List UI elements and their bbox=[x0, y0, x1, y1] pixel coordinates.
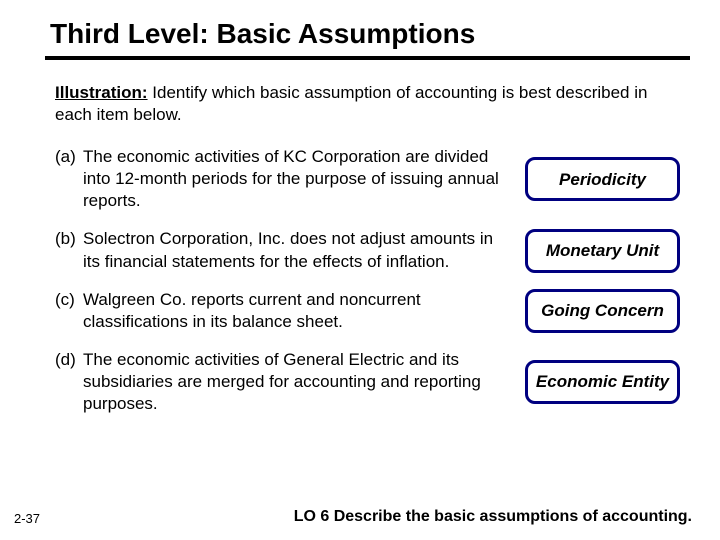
answer-box-periodicity: Periodicity bbox=[525, 157, 680, 201]
item-text: (b) Solectron Corporation, Inc. does not… bbox=[55, 228, 507, 272]
answer-box-monetary-unit: Monetary Unit bbox=[525, 229, 680, 273]
item-row: (b) Solectron Corporation, Inc. does not… bbox=[55, 228, 680, 272]
item-row: (d) The economic activities of General E… bbox=[55, 349, 680, 415]
items-list: (a) The economic activities of KC Corpor… bbox=[50, 146, 680, 415]
item-body: Walgreen Co. reports current and noncurr… bbox=[83, 289, 507, 333]
item-row: (c) Walgreen Co. reports current and non… bbox=[55, 289, 680, 333]
answer-box-going-concern: Going Concern bbox=[525, 289, 680, 333]
item-letter: (a) bbox=[55, 146, 83, 212]
item-text: (d) The economic activities of General E… bbox=[55, 349, 507, 415]
slide-title: Third Level: Basic Assumptions bbox=[50, 18, 680, 50]
item-row: (a) The economic activities of KC Corpor… bbox=[55, 146, 680, 212]
learning-objective: LO 6 Describe the basic assumptions of a… bbox=[294, 508, 692, 526]
item-body: The economic activities of General Elect… bbox=[83, 349, 507, 415]
slide-container: Third Level: Basic Assumptions Illustrat… bbox=[0, 0, 720, 540]
illustration-prompt: Illustration: Identify which basic assum… bbox=[50, 82, 680, 126]
item-letter: (c) bbox=[55, 289, 83, 333]
item-body: The economic activities of KC Corporatio… bbox=[83, 146, 507, 212]
illustration-label: Illustration: bbox=[55, 83, 148, 102]
item-body: Solectron Corporation, Inc. does not adj… bbox=[83, 228, 507, 272]
page-number: 2-37 bbox=[14, 511, 40, 526]
title-underline bbox=[45, 56, 690, 60]
item-text: (c) Walgreen Co. reports current and non… bbox=[55, 289, 507, 333]
item-text: (a) The economic activities of KC Corpor… bbox=[55, 146, 507, 212]
item-letter: (d) bbox=[55, 349, 83, 415]
answer-box-economic-entity: Economic Entity bbox=[525, 360, 680, 404]
item-letter: (b) bbox=[55, 228, 83, 272]
